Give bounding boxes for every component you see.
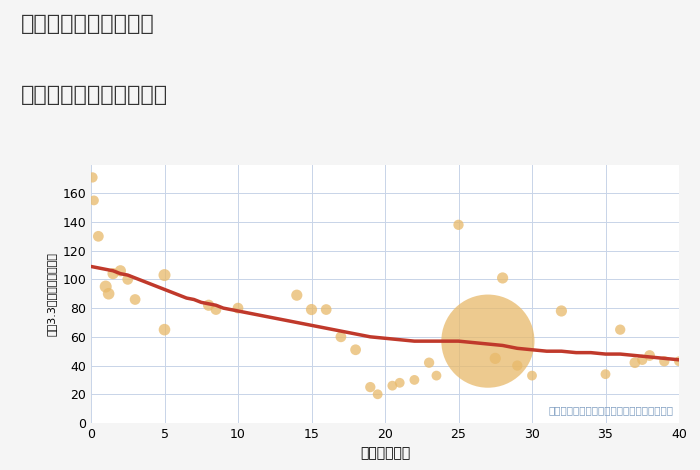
Point <box>556 307 567 315</box>
Point <box>210 306 221 313</box>
Point <box>644 352 655 359</box>
Point <box>88 196 99 204</box>
Text: 円の大きさは、取引のあった物件面積を示す: 円の大きさは、取引のあった物件面積を示す <box>548 405 673 415</box>
Point <box>482 337 493 345</box>
Text: 奈良県奈良市大森町の: 奈良県奈良市大森町の <box>21 14 155 34</box>
Point <box>673 358 685 365</box>
Point <box>108 270 119 277</box>
Point <box>431 372 442 379</box>
Point <box>159 271 170 279</box>
Point <box>394 379 405 386</box>
Point <box>87 174 98 181</box>
Point <box>409 376 420 384</box>
Point <box>100 283 111 290</box>
Point <box>321 306 332 313</box>
Point <box>637 356 648 364</box>
Point <box>92 233 104 240</box>
Text: 築年数別中古戸建て価格: 築年数別中古戸建て価格 <box>21 85 168 105</box>
Point <box>600 370 611 378</box>
Point <box>372 391 384 398</box>
Point <box>512 362 523 369</box>
Point <box>365 384 376 391</box>
Point <box>130 296 141 303</box>
Point <box>291 291 302 299</box>
Point <box>203 301 214 309</box>
Point <box>497 274 508 282</box>
Point <box>526 372 538 379</box>
Point <box>659 358 670 365</box>
X-axis label: 築年数（年）: 築年数（年） <box>360 446 410 461</box>
Point <box>629 359 641 367</box>
Point <box>159 326 170 333</box>
Point <box>490 354 501 362</box>
Point <box>122 275 133 283</box>
Y-axis label: 坪（3.3㎡）単価（万円）: 坪（3.3㎡）単価（万円） <box>47 252 57 336</box>
Point <box>335 333 346 341</box>
Point <box>232 305 244 312</box>
Point <box>386 382 398 390</box>
Point <box>115 267 126 274</box>
Point <box>350 346 361 353</box>
Point <box>424 359 435 367</box>
Point <box>453 221 464 228</box>
Point <box>103 290 114 298</box>
Point <box>615 326 626 333</box>
Point <box>306 306 317 313</box>
